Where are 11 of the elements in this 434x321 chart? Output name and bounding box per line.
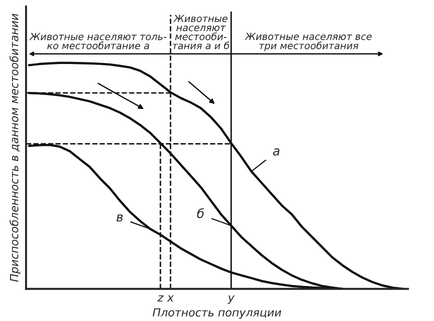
text: Животные населяют все три местообитания [244, 32, 372, 52]
x-tick-label: y [228, 295, 235, 304]
x-axis-title: Плотность популяции [152, 308, 282, 319]
y-axis-title: Приспособленность в данном местообитании [10, 14, 20, 282]
x-tick-label: z [157, 295, 164, 302]
text: Животные населяют местооби- тания а и б [172, 14, 230, 50]
legend-label: в [116, 214, 123, 222]
x-tick-label: x [166, 295, 174, 302]
text: а [273, 148, 280, 156]
series-label: б [197, 208, 204, 218]
text: Животные населяют толь- ко местообитание а [29, 33, 166, 50]
